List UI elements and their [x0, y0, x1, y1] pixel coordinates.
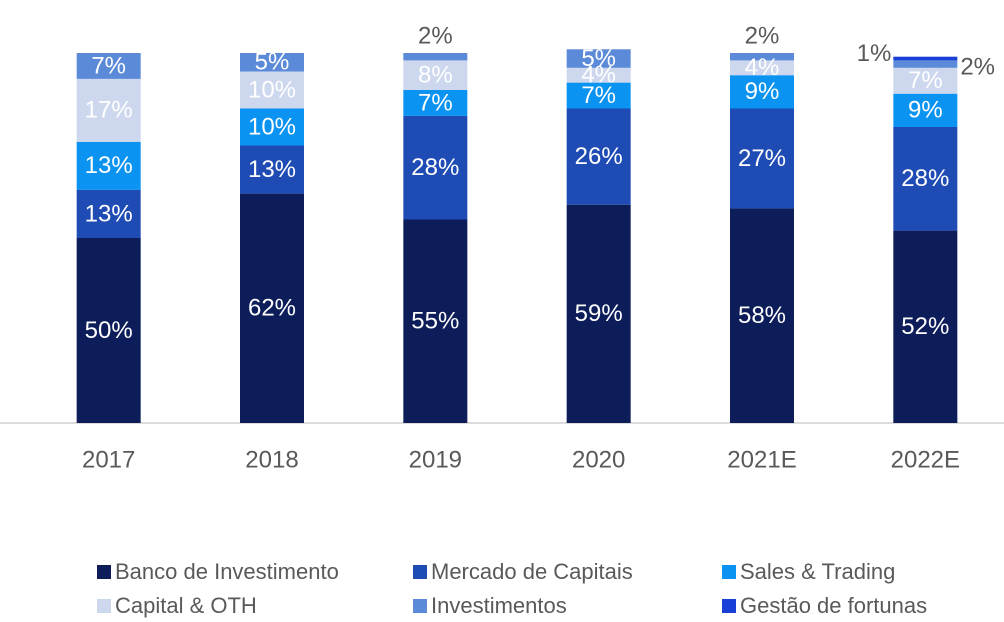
bar-segment: [240, 71, 304, 109]
legend-marker: [97, 599, 111, 613]
data-label: 7%: [581, 82, 616, 109]
data-label: 10%: [248, 113, 296, 140]
data-label: 7%: [91, 52, 126, 79]
legend-label: Gestão de fortunas: [740, 593, 927, 618]
bar-segment: [403, 219, 468, 423]
data-label: 26%: [575, 143, 623, 170]
data-label: 13%: [85, 152, 133, 179]
bar-segment: [893, 230, 958, 423]
data-label: 8%: [418, 62, 453, 89]
bar-segment: [76, 189, 141, 238]
legend-label: Capital & OTH: [115, 593, 257, 618]
x-tick-label: 2018: [245, 446, 298, 473]
data-label: 55%: [411, 308, 459, 335]
bar-segment: [76, 78, 141, 142]
data-label: 1%: [857, 40, 892, 67]
data-label: 7%: [908, 67, 943, 94]
x-tick-label: 2022E: [891, 446, 960, 473]
bar-segment: [730, 208, 794, 423]
data-label: 10%: [248, 76, 296, 103]
data-label: 2%: [418, 22, 453, 49]
bar-segment: [566, 108, 631, 205]
data-label: 62%: [248, 295, 296, 322]
data-label: 52%: [901, 313, 949, 340]
bar-segment: [240, 193, 304, 423]
x-tick-label: 2019: [409, 446, 462, 473]
bar-segment: [240, 108, 304, 146]
bar-segment: [730, 53, 794, 61]
x-tick-label: 2020: [572, 446, 625, 473]
data-label: 9%: [745, 78, 780, 105]
legend-marker: [413, 599, 427, 613]
bar-segment: [893, 60, 958, 68]
data-label: 2%: [745, 22, 780, 49]
legend-marker: [97, 565, 111, 579]
data-label: 13%: [248, 156, 296, 183]
data-label: 9%: [908, 97, 943, 124]
data-label: 4%: [581, 62, 616, 89]
legend-label: Sales & Trading: [740, 559, 895, 584]
bar-segment: [566, 82, 631, 109]
x-tick-label: 2021E: [727, 446, 796, 473]
bar-segment: [730, 75, 794, 109]
bar-segment: [730, 108, 794, 209]
bar-segment: [403, 53, 468, 61]
bar-segment: [76, 238, 141, 423]
bar-segment: [76, 53, 141, 79]
bar-segment: [566, 204, 631, 423]
data-label: 5%: [581, 45, 616, 72]
data-label: 17%: [85, 97, 133, 124]
data-label: 28%: [411, 154, 459, 181]
bar-segment: [893, 56, 958, 61]
bar-segment: [893, 93, 958, 127]
bar-segment: [403, 115, 468, 220]
data-label: 7%: [418, 89, 453, 116]
bar-segment: [566, 67, 631, 83]
data-label: 5%: [255, 49, 290, 76]
data-label: 13%: [85, 200, 133, 227]
legend-label: Banco de Investimento: [115, 559, 339, 584]
x-tick-label: 2017: [82, 446, 135, 473]
bar-segment: [893, 67, 958, 94]
bar-segment: [403, 60, 468, 90]
data-label: 4%: [745, 54, 780, 81]
data-label: 58%: [738, 302, 786, 329]
data-label: 50%: [85, 317, 133, 344]
bar-segment: [76, 141, 141, 190]
bar-segment: [566, 49, 631, 68]
bar-segment: [893, 127, 958, 231]
data-label: 59%: [575, 300, 623, 327]
bar-segment: [403, 90, 468, 116]
legend-label: Mercado de Capitais: [431, 559, 633, 584]
legend-marker: [413, 565, 427, 579]
legend-marker: [722, 565, 736, 579]
data-label: 28%: [901, 165, 949, 192]
data-label: 2%: [960, 54, 995, 81]
bar-segment: [240, 145, 304, 194]
bar-segment: [240, 53, 304, 72]
data-label: 27%: [738, 145, 786, 172]
legend-label: Investimentos: [431, 593, 567, 618]
legend-marker: [722, 599, 736, 613]
bar-segment: [730, 60, 794, 76]
